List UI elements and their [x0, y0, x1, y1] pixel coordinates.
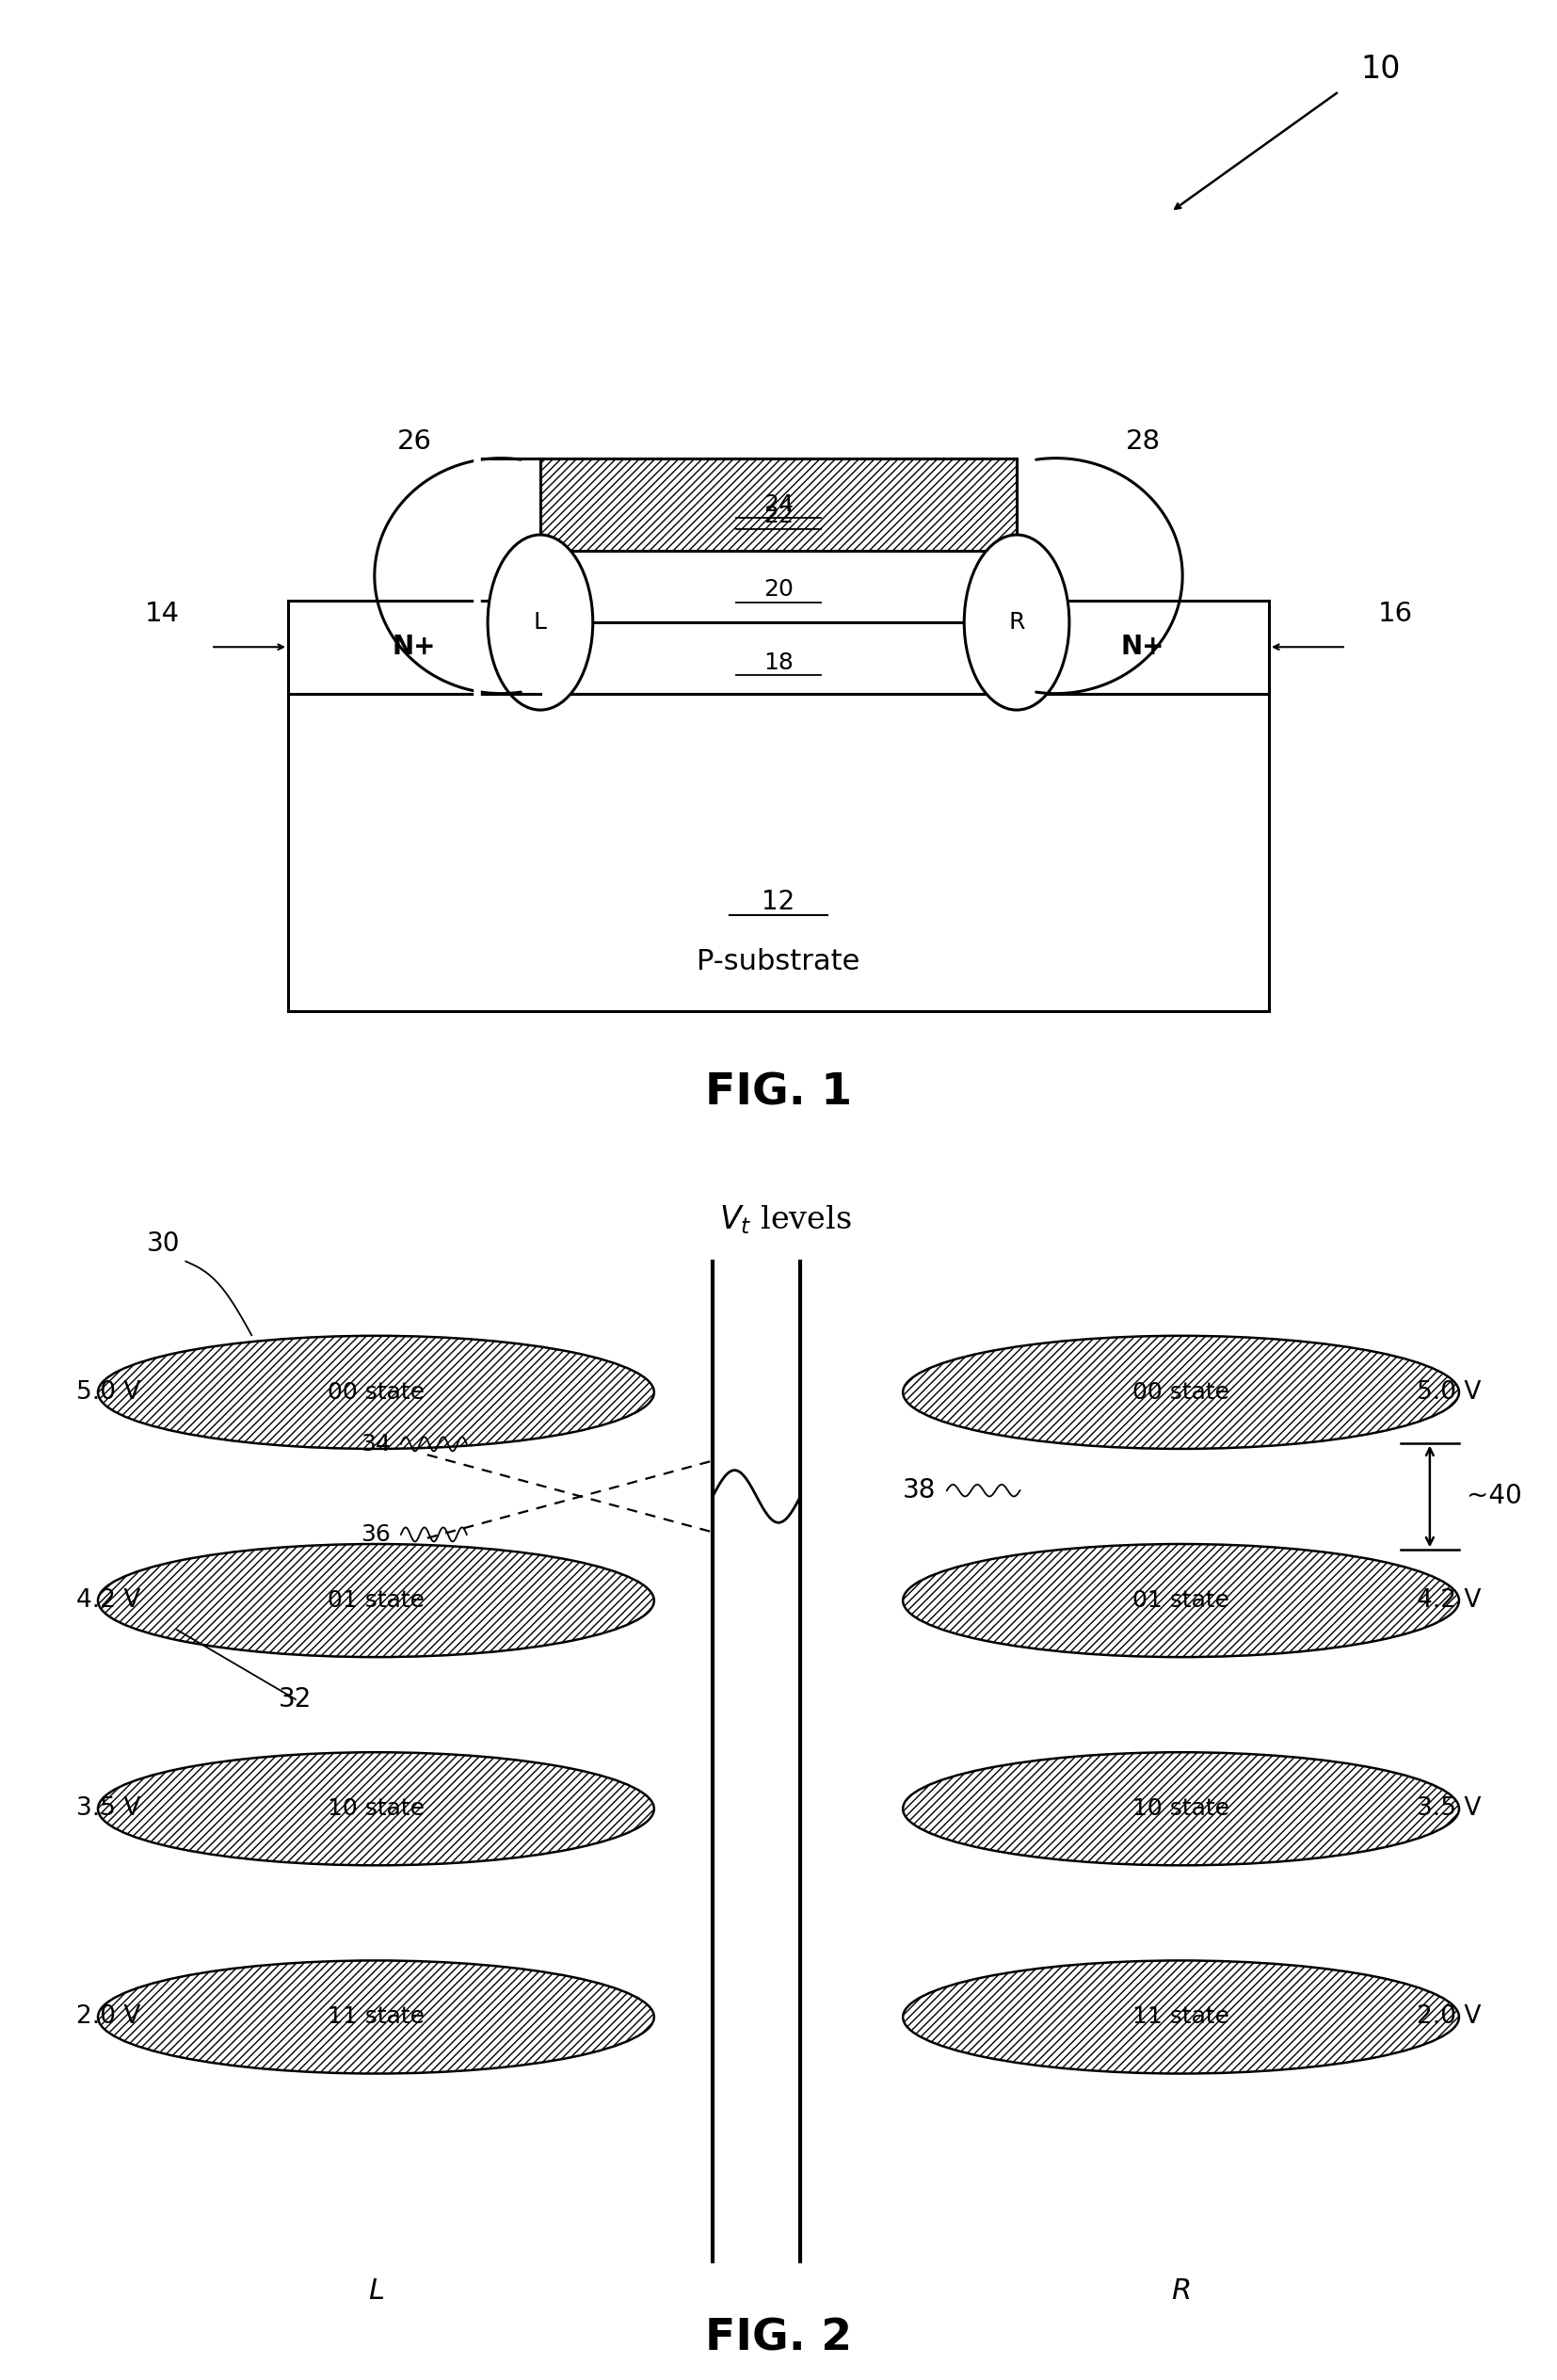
- Text: FIG. 2: FIG. 2: [705, 2318, 852, 2359]
- Text: $V_t$ levels: $V_t$ levels: [719, 1204, 852, 1235]
- Text: 10 state: 10 state: [1132, 1797, 1230, 1821]
- Text: 4.2 V: 4.2 V: [1417, 1587, 1481, 1614]
- Text: 11 state: 11 state: [327, 2006, 425, 2028]
- Text: 11 state: 11 state: [1132, 2006, 1230, 2028]
- Text: 14: 14: [145, 602, 179, 628]
- Text: 01 state: 01 state: [1132, 1590, 1230, 1611]
- Text: ~40: ~40: [1467, 1483, 1521, 1509]
- Ellipse shape: [98, 1961, 654, 2073]
- Text: L: L: [534, 612, 547, 633]
- Text: N+: N+: [392, 633, 436, 659]
- Ellipse shape: [903, 1961, 1459, 2073]
- Text: R: R: [1171, 2278, 1191, 2304]
- Ellipse shape: [487, 536, 593, 709]
- Text: 18: 18: [763, 652, 794, 674]
- Text: 20: 20: [763, 578, 794, 600]
- Text: 22: 22: [763, 505, 794, 528]
- Text: 24: 24: [763, 493, 794, 516]
- Text: 36: 36: [361, 1523, 391, 1545]
- Text: 2.0 V: 2.0 V: [76, 2004, 140, 2030]
- Text: 5.0 V: 5.0 V: [76, 1380, 140, 1404]
- Text: 01 state: 01 state: [327, 1590, 425, 1611]
- Text: 26: 26: [397, 428, 431, 455]
- Bar: [540, 457, 1017, 552]
- Text: 5.0 V: 5.0 V: [1417, 1380, 1481, 1404]
- Ellipse shape: [98, 1752, 654, 1866]
- Text: L: L: [367, 2278, 385, 2304]
- Text: 10 state: 10 state: [327, 1797, 425, 1821]
- Ellipse shape: [98, 1545, 654, 1656]
- Text: 32: 32: [279, 1685, 311, 1714]
- Text: 10: 10: [1361, 55, 1401, 86]
- Text: 16: 16: [1378, 602, 1412, 628]
- Text: 3.5 V: 3.5 V: [76, 1797, 140, 1821]
- Text: N+: N+: [1121, 633, 1165, 659]
- Text: 4.2 V: 4.2 V: [76, 1587, 140, 1614]
- Text: 30: 30: [146, 1230, 181, 1257]
- Text: 3.5 V: 3.5 V: [1417, 1797, 1481, 1821]
- Bar: [1017, 600, 1269, 693]
- Text: 00 state: 00 state: [1132, 1380, 1230, 1404]
- Ellipse shape: [903, 1752, 1459, 1866]
- Ellipse shape: [964, 536, 1070, 709]
- Text: 28: 28: [1126, 428, 1160, 455]
- Text: 2.0 V: 2.0 V: [1417, 2004, 1481, 2030]
- Text: 00 state: 00 state: [327, 1380, 425, 1404]
- Text: FIG. 1: FIG. 1: [705, 1071, 852, 1114]
- Text: P-substrate: P-substrate: [698, 947, 859, 976]
- Ellipse shape: [903, 1545, 1459, 1656]
- Text: 34: 34: [361, 1433, 391, 1454]
- Text: R: R: [1009, 612, 1025, 633]
- Text: 38: 38: [903, 1478, 936, 1504]
- Ellipse shape: [98, 1335, 654, 1449]
- Bar: [288, 693, 1269, 1011]
- Bar: [288, 600, 540, 693]
- Ellipse shape: [903, 1335, 1459, 1449]
- Text: 12: 12: [761, 888, 796, 914]
